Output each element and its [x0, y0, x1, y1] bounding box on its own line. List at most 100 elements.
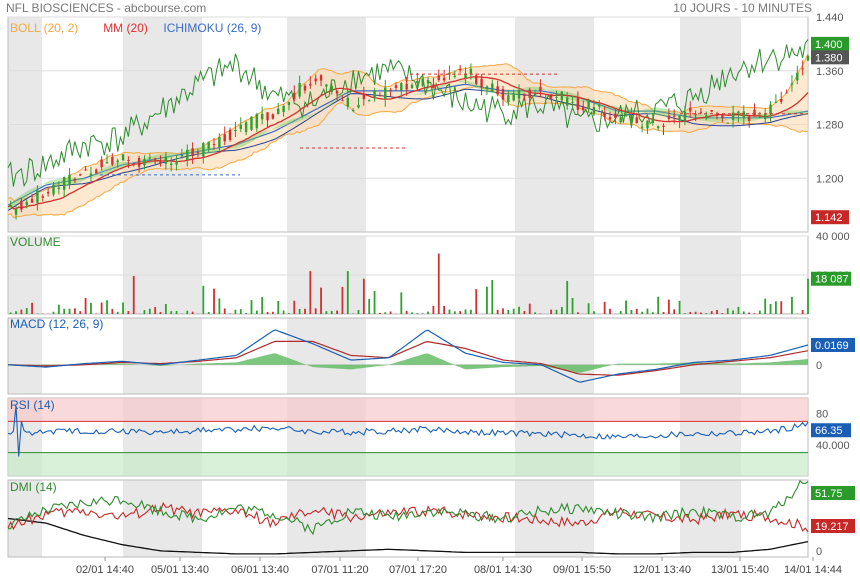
day-band [515, 318, 594, 394]
volume-bar [68, 308, 71, 314]
x-tick-label: 06/01 13:40 [231, 564, 289, 576]
volume-bar [710, 311, 713, 314]
candle-body [212, 144, 216, 146]
candle-body [491, 83, 494, 92]
volume-bar [560, 307, 563, 314]
candle-body [202, 142, 205, 157]
x-tick-label: 05/01 13:40 [151, 564, 209, 576]
candle-body [731, 112, 735, 120]
rsi-tick-label: 40.000 [816, 440, 850, 452]
volume-panel-label: VOLUME [10, 235, 61, 249]
volume-bar [31, 302, 33, 314]
candle-body [207, 141, 210, 149]
candle-body [576, 98, 580, 110]
candle-body [73, 178, 77, 181]
candle-body [517, 90, 521, 99]
volume-bar [218, 298, 221, 314]
candle-body [501, 89, 505, 100]
day-band [515, 480, 594, 557]
volume-bar [400, 292, 403, 314]
candle-body [635, 117, 638, 124]
candle-body [785, 92, 788, 94]
volume-bar [801, 310, 804, 314]
x-tick-label: 02/01 14:40 [76, 564, 134, 576]
chart-period: 10 JOURS - 10 MINUTES [673, 1, 812, 15]
volume-bar [774, 301, 777, 314]
candle-body [79, 174, 82, 176]
candle-body [84, 169, 87, 171]
candle-body [389, 89, 392, 92]
macd-badge-label: 0.0169 [815, 340, 849, 352]
candle-body [763, 114, 767, 120]
candle-body [533, 93, 537, 96]
volume-bar [234, 309, 237, 314]
volume-bar [90, 302, 92, 314]
volume-bar [223, 308, 226, 314]
volume-bar [207, 311, 210, 314]
candle-body [603, 112, 606, 117]
volume-bar [298, 308, 301, 314]
x-tick-label: 09/01 15:50 [553, 564, 611, 576]
volume-bar [523, 311, 526, 314]
legend-item-1: BOLL (20, 2) [10, 21, 78, 35]
volume-bar [20, 309, 23, 314]
volume-bar [159, 311, 162, 314]
x-tick-label: 13/01 15:40 [711, 564, 769, 576]
volume-bar [443, 305, 446, 314]
candle-body [485, 86, 489, 89]
volume-bar [330, 310, 333, 314]
volume-bar [282, 310, 285, 314]
price-badge-label: 1.142 [815, 212, 843, 224]
candle-body [656, 126, 660, 129]
candle-body [330, 85, 333, 92]
macd-tick-label: 0 [816, 360, 822, 372]
candle-body [624, 113, 628, 115]
candle-body [153, 158, 157, 160]
macd-line [7, 329, 809, 383]
candle-body [282, 105, 285, 113]
candle-body [351, 110, 355, 112]
candle-body [41, 196, 44, 198]
candle-body [710, 110, 713, 112]
volume-bar [475, 289, 478, 314]
volume-bar [154, 307, 157, 314]
volume-bar [373, 291, 376, 314]
candle-body [191, 148, 194, 156]
candle-body [341, 100, 344, 102]
candle-body [325, 84, 328, 87]
volume-bar [84, 297, 87, 314]
volume-bar [732, 310, 734, 314]
volume-bar [148, 308, 151, 314]
candle-body [255, 114, 259, 129]
price-badge-label: 1.400 [815, 39, 843, 51]
candle-body [475, 75, 478, 84]
macd-badge-bg [811, 338, 855, 353]
candle-body [266, 112, 269, 121]
candle-body [630, 114, 633, 123]
candle-body [293, 92, 296, 100]
candle-body [260, 113, 264, 120]
volume-bar [368, 299, 371, 314]
dmi-panel-label: DMI (14) [10, 480, 57, 494]
volume-bar [721, 313, 724, 314]
volume-bar [416, 313, 419, 314]
rsi-oversold-zone [8, 452, 808, 476]
volume-bar [9, 312, 12, 314]
volume-bar [255, 310, 258, 314]
volume-bar [748, 312, 751, 314]
candle-body [416, 80, 419, 84]
candle-body [250, 116, 253, 130]
volume-bar [309, 271, 312, 314]
volume-bar [496, 309, 499, 314]
volume-bar [432, 305, 435, 314]
volume-badge-bg [811, 271, 851, 286]
candle-body [373, 91, 376, 98]
price-tick-label: 1.200 [816, 173, 844, 185]
candle-body [432, 84, 435, 89]
candle-body [378, 95, 382, 97]
candle-body [780, 98, 783, 102]
volume-bar [111, 308, 114, 314]
candle-body [164, 156, 168, 164]
candle-body [458, 68, 462, 71]
